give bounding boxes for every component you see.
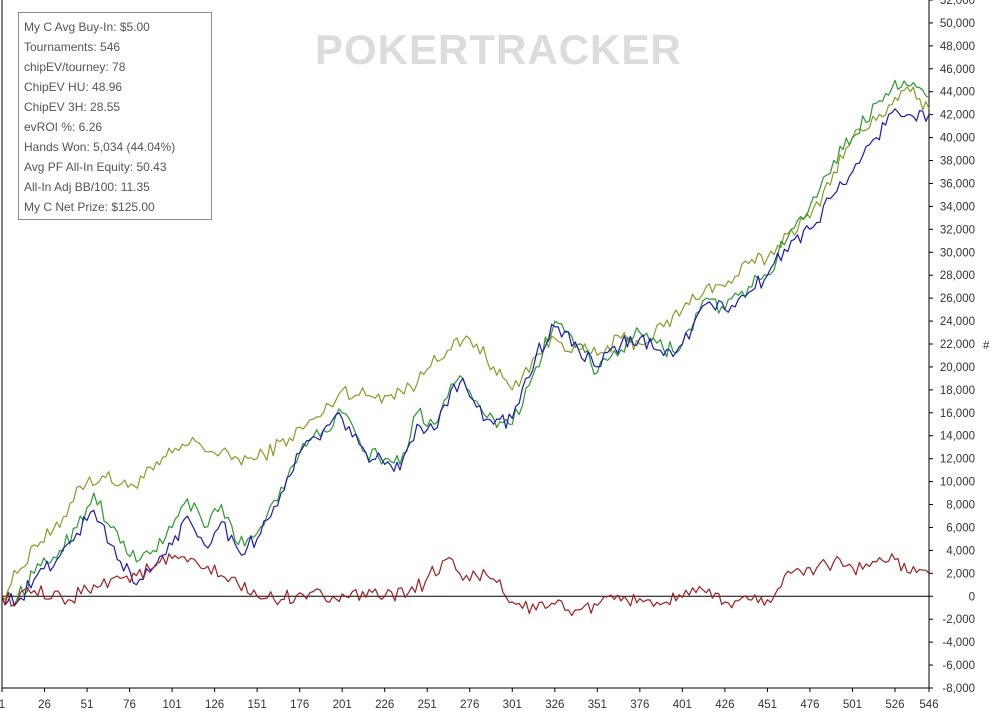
series-line-1 — [1, 86, 930, 601]
y-tick-label: 30,000 — [940, 247, 975, 259]
y-tick-label: -4,000 — [942, 637, 975, 649]
x-tick-label: 101 — [162, 699, 181, 711]
y-tick-label: 22,000 — [940, 339, 975, 351]
stat-hands-won: Hands Won: 5,034 (44.04%) — [24, 140, 176, 154]
x-tick-label: 226 — [375, 699, 394, 711]
stat-net-prize: My C Net Prize: $125.00 — [24, 200, 155, 214]
stat-evroi: evROI %: 6.26 — [24, 120, 103, 134]
y-tick-label: -2,000 — [942, 614, 975, 626]
y-tick-label: 16,000 — [940, 408, 975, 420]
x-tick-label: 126 — [205, 699, 224, 711]
stats-box: My C Avg Buy-In: $5.00 Tournaments: 546 … — [18, 12, 212, 220]
stat-chipev-hu: ChipEV HU: 48.96 — [24, 80, 123, 94]
y-tick-label: 18,000 — [940, 385, 975, 397]
y-tick-label: 24,000 — [940, 316, 975, 328]
watermark: POKERTRACKER — [315, 26, 682, 73]
x-tick-label: 151 — [248, 699, 267, 711]
x-tick-label: 301 — [503, 699, 522, 711]
stat-chipev-per-tourney: chipEV/tourney: 78 — [24, 60, 126, 74]
y-tick-label: -8,000 — [942, 683, 975, 695]
stat-avg-pf-allin-equity: Avg PF All-In Equity: 50.43 — [24, 160, 167, 174]
series-line-4 — [1, 553, 930, 617]
x-tick-label: 201 — [333, 699, 352, 711]
y-tick-label: 42,000 — [940, 110, 975, 122]
y-tick-label: 14,000 — [940, 431, 975, 443]
x-tick-label: 451 — [758, 699, 777, 711]
x-tick-label: 501 — [843, 699, 862, 711]
x-tick-label: 176 — [290, 699, 309, 711]
stat-chipev-3h: ChipEV 3H: 28.55 — [24, 100, 121, 114]
series-layer — [1, 79, 930, 617]
y-tick-label: 46,000 — [940, 64, 975, 76]
x-tick-label: 476 — [800, 699, 819, 711]
x-tick-label: 546 — [919, 699, 938, 711]
y-tick-label: 8,000 — [946, 500, 975, 512]
stat-avg-buy-in: My C Avg Buy-In: $5.00 — [24, 20, 150, 34]
x-tick-label: 76 — [123, 699, 136, 711]
y-axis-label: # — [983, 340, 990, 352]
y-tick-label: 0 — [969, 591, 975, 603]
stat-tournaments: Tournaments: 546 — [24, 40, 121, 54]
y-tick-label: 48,000 — [940, 41, 975, 53]
y-tick-label: 10,000 — [940, 477, 975, 489]
y-tick-label: 6,000 — [946, 522, 975, 534]
y-tick-label: 20,000 — [940, 362, 975, 374]
y-tick-label: 40,000 — [940, 133, 975, 145]
x-tick-label: 1 — [0, 699, 5, 711]
y-tick-label: 52,000 — [940, 0, 975, 7]
x-tick-label: 526 — [885, 699, 904, 711]
x-tick-label: 401 — [673, 699, 692, 711]
y-tick-label: 12,000 — [940, 454, 975, 466]
series-line-3 — [1, 108, 930, 607]
y-tick-label: 34,000 — [940, 201, 975, 213]
x-tick-label: 426 — [715, 699, 734, 711]
y-tick-label: 50,000 — [940, 18, 975, 30]
y-tick-label: 2,000 — [946, 568, 975, 580]
y-tick-label: 38,000 — [940, 156, 975, 168]
x-tick-label: 276 — [460, 699, 479, 711]
x-tick-label: 251 — [418, 699, 437, 711]
stat-allin-adj-bb100: All-In Adj BB/100: 11.35 — [24, 180, 150, 194]
y-tick-label: 26,000 — [940, 293, 975, 305]
x-tick-label: 376 — [630, 699, 649, 711]
x-tick-label: 351 — [588, 699, 607, 711]
x-tick-label: 26 — [38, 699, 51, 711]
y-tick-label: 4,000 — [946, 545, 975, 557]
y-tick-label: 44,000 — [940, 87, 975, 99]
x-tick-label: 51 — [81, 699, 94, 711]
y-tick-label: 28,000 — [940, 270, 975, 282]
y-tick-label: -6,000 — [942, 660, 975, 672]
y-tick-label: 36,000 — [940, 178, 975, 190]
y-tick-label: 32,000 — [940, 224, 975, 236]
x-tick-label: 326 — [545, 699, 564, 711]
